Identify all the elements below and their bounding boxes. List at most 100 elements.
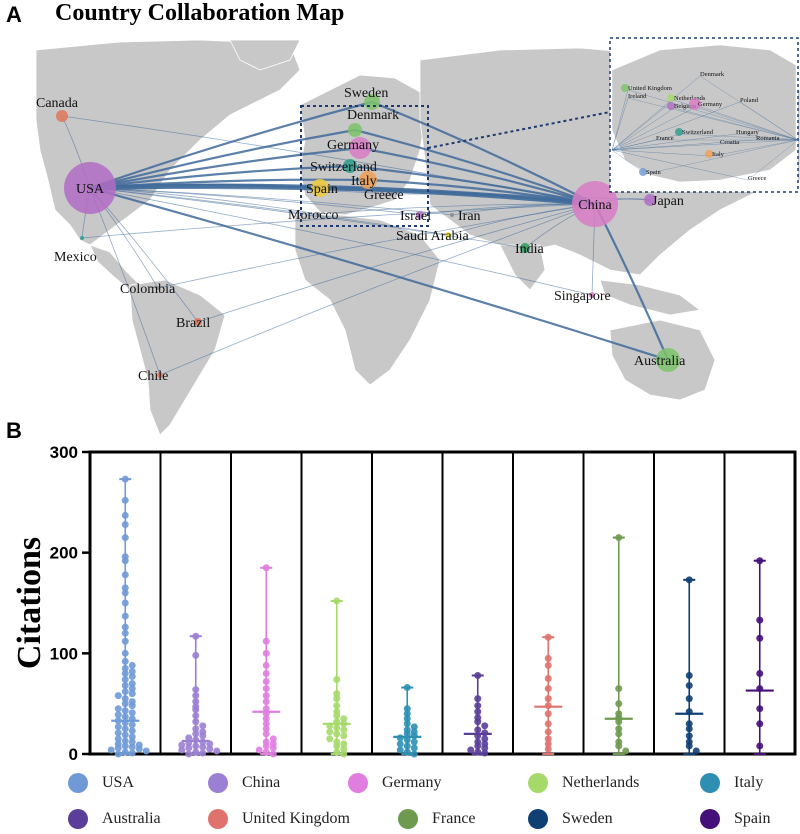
point-germany-14 [262,730,270,738]
point-australia-14 [481,744,489,752]
inset-link-out-greece [747,139,799,181]
point-germany-13 [262,725,270,733]
point-spain-1 [756,616,764,624]
inset-label-belgium: Belgium [674,103,696,110]
node-australia [656,348,680,372]
label-israel: Israel [400,209,431,224]
node-denmark [348,123,362,137]
point-spain-2 [756,634,764,642]
y-axis-label: Citations [11,537,48,669]
legend-label-china: China [242,774,281,791]
point-germany-9 [262,705,270,713]
point-usa-9 [121,589,129,597]
point-australia-3 [474,708,482,716]
point-italy-15 [410,744,418,752]
point-italy-2 [403,710,411,718]
label-australia: Australia [634,354,686,369]
legend-label-germany: Germany [382,774,442,791]
point-spain-0 [756,557,764,565]
point-united-kingdom-5 [544,695,552,703]
point-usa-2 [121,511,129,519]
legend-item-germany: Germany [348,768,442,798]
link-usa-sweden [89,100,373,190]
point-netherlands-6 [333,712,341,720]
point-china-12 [192,730,200,738]
point-netherlands-11 [333,724,341,732]
point-china-0 [192,632,200,640]
inset-label-switzerland: Switzerland [682,129,714,136]
label-chile: Chile [138,369,168,384]
point-usa-3 [121,520,129,528]
series-france [604,534,633,755]
point-spain-7 [756,742,764,750]
legend-item-united-kingdom: United Kingdom [208,804,350,834]
point-usa-18 [121,664,129,672]
point-usa-46 [121,731,129,739]
point-italy-0 [403,684,411,692]
node-chile [157,372,163,378]
legend-label-australia: Australia [102,810,161,827]
legend-swatch-usa [68,773,88,793]
series-australia [463,671,492,757]
country-nodes: USA China Canada Mexico Colombia Brazil Chile S… [36,86,686,384]
inset-link-out-italy [711,139,799,157]
point-usa-23 [128,680,136,688]
inset-link-out-hungary [735,133,799,141]
point-netherlands-14 [333,730,341,738]
point-netherlands-21 [333,748,341,756]
point-netherlands-19 [333,742,341,750]
inset-link-out-poland [739,101,799,141]
label-greece: Greece [364,188,404,203]
point-netherlands-20 [340,745,348,753]
inset-link-united-kingdom [611,89,629,151]
link-china-sweden [371,100,596,205]
point-australia-13 [474,742,482,750]
land-south-america [129,279,226,436]
point-germany-12 [262,720,270,728]
legend-item-italy: Italy [700,768,763,798]
point-germany-22 [269,750,277,758]
map-title: Country Collaboration Map [55,0,345,26]
point-netherlands-22 [340,750,348,758]
point-netherlands-0 [333,597,341,605]
point-usa-27 [128,690,136,698]
inset-link-germany [611,105,699,151]
point-usa-57 [107,746,115,754]
point-usa-61 [114,750,122,758]
link-china-denmark [354,128,596,206]
node-colombia [156,286,160,290]
point-usa-34 [121,707,129,715]
point-united-kingdom-8 [544,720,552,728]
point-italy-13 [396,740,404,748]
point-usa-25 [128,685,136,693]
point-france-5 [615,718,623,726]
label-morocco: Morocco [288,208,339,223]
point-france-6 [615,725,623,733]
link-usa-singapore [89,187,593,296]
point-sweden-2 [685,682,693,690]
label-usa: USA [76,182,105,197]
point-australia-17 [481,749,489,757]
point-united-kingdom-2 [544,661,552,669]
link-usa-switzerland [89,164,351,190]
point-italy-11 [403,736,411,744]
node-germany [349,137,371,159]
point-usa-42 [114,723,122,731]
legend-label-usa: USA [102,774,135,791]
point-usa-21 [128,672,136,680]
point-france-7 [615,730,623,738]
legend-swatch-netherlands [528,773,548,793]
link-usa-saudi-arabia [89,187,449,236]
inset-link-out-croatia [719,139,799,145]
legend-item-france: France [398,804,476,834]
point-usa-36 [114,711,122,719]
point-germany-20 [255,746,263,754]
point-usa-58 [142,747,150,755]
land-greenland [229,39,301,71]
point-usa-33 [114,705,122,713]
point-china-7 [192,712,200,720]
point-china-10 [192,725,200,733]
legend-swatch-sweden [528,809,548,829]
node-iran [450,213,454,217]
